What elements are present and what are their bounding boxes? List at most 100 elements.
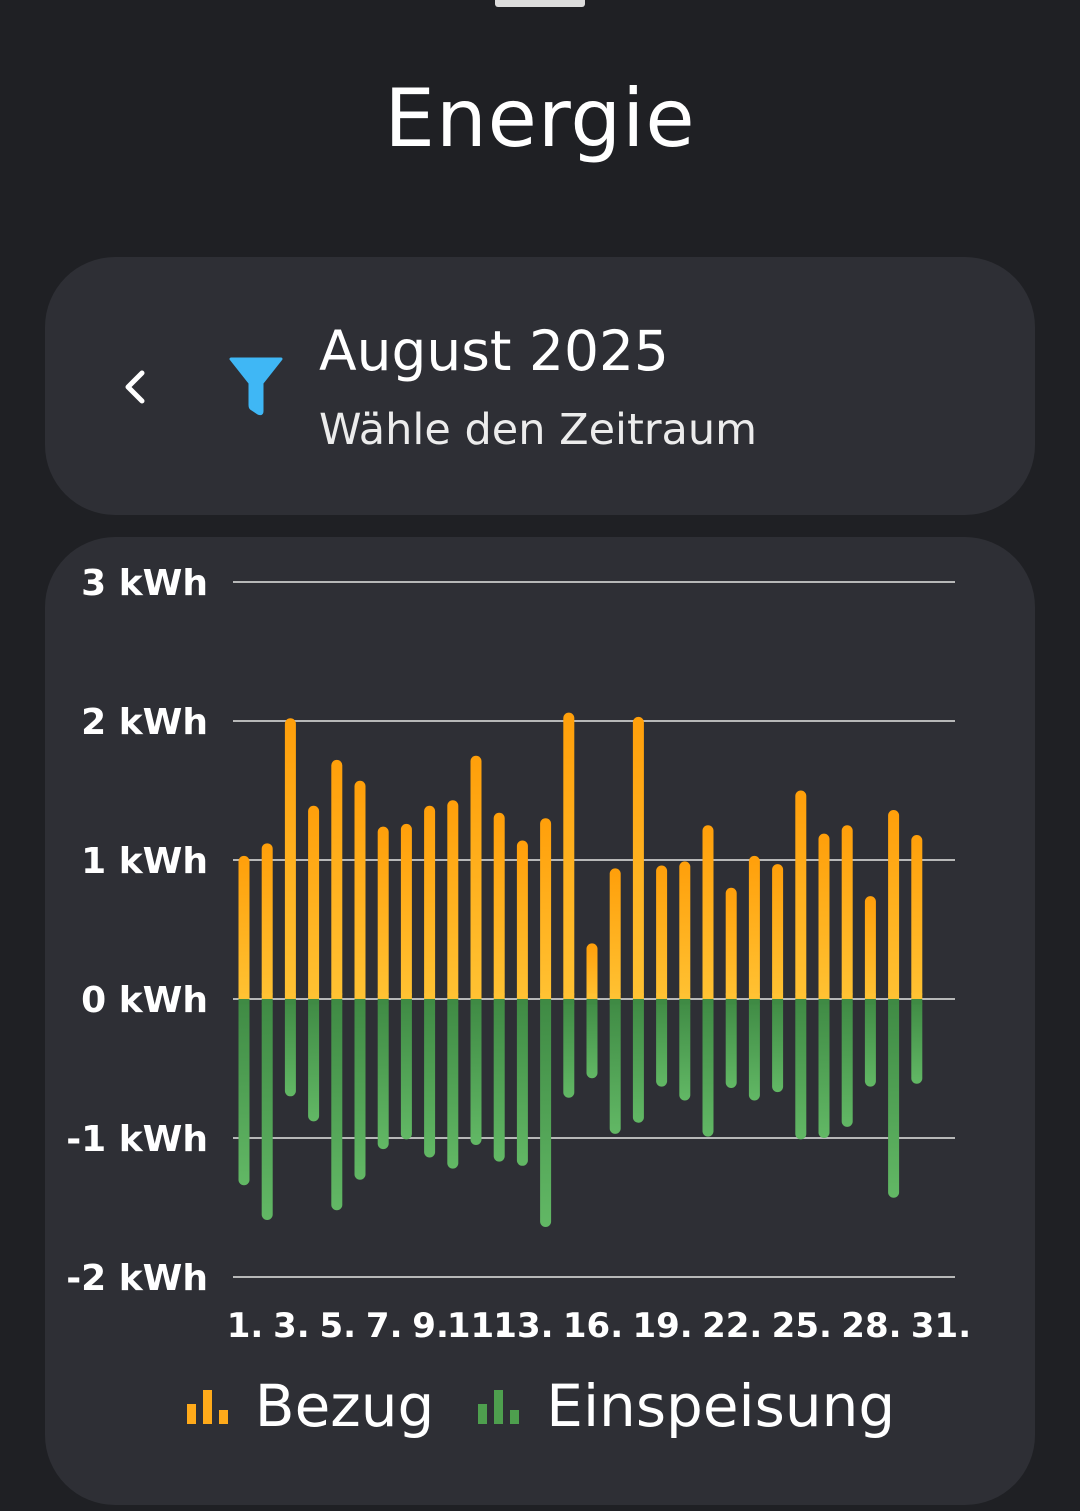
bar-bezug-base bbox=[679, 993, 691, 999]
bar-einspeisung bbox=[911, 999, 923, 1084]
filter-button[interactable] bbox=[228, 355, 284, 417]
bar-bezug-base bbox=[748, 993, 760, 999]
x-tick-label: 7. bbox=[366, 1306, 403, 1346]
bar-einspeisung-base bbox=[888, 999, 900, 1005]
bar-einspeisung bbox=[493, 999, 505, 1162]
bar-einspeisung-base bbox=[261, 999, 273, 1005]
bar-bezug-base bbox=[238, 993, 250, 999]
bar-bezug-base bbox=[864, 993, 876, 999]
bar-einspeisung bbox=[238, 999, 250, 1186]
page-title: Energie bbox=[384, 72, 696, 165]
x-tick-label: 16. bbox=[563, 1306, 623, 1346]
bar-bezug-base bbox=[493, 993, 505, 999]
bar-einspeisung-base bbox=[656, 999, 668, 1005]
bar-einspeisung bbox=[888, 999, 900, 1198]
bar-bezug bbox=[841, 825, 853, 999]
bar-bezug bbox=[470, 755, 482, 999]
energy-chart-card: 3 kWh 2 kWh 1 kWh 0 kWh -1 kWh -2 kWh 1. 3. 5. 7.… bbox=[45, 537, 1035, 1505]
period-title[interactable]: August 2025 bbox=[319, 319, 669, 383]
bar-bezug-base bbox=[308, 993, 320, 999]
bar-einspeisung-base bbox=[493, 999, 505, 1005]
bar-einspeisung bbox=[864, 999, 876, 1087]
x-tick-label: 22. bbox=[702, 1306, 762, 1346]
bar-bezug bbox=[447, 800, 459, 999]
bar-bezug-base bbox=[354, 993, 366, 999]
bar-bezug bbox=[911, 834, 923, 999]
bar-einspeisung bbox=[308, 999, 320, 1122]
chevron-left-icon bbox=[118, 367, 152, 407]
bar-bezug bbox=[609, 868, 621, 999]
y-tick-label: -2 kWh bbox=[66, 1258, 208, 1299]
x-tick-label: 25. bbox=[772, 1306, 832, 1346]
bar-bezug-base bbox=[261, 993, 273, 999]
bar-bezug bbox=[354, 780, 366, 999]
bar-bezug-base bbox=[470, 993, 482, 999]
bar-bezug bbox=[656, 865, 668, 999]
bar-bezug-base bbox=[516, 993, 528, 999]
chart-legend: Bezug Einspeisung bbox=[45, 1372, 1035, 1440]
bar-einspeisung bbox=[516, 999, 528, 1166]
bar-bezug bbox=[308, 805, 320, 999]
bar-einspeisung-base bbox=[284, 999, 296, 1005]
bar-bezug bbox=[725, 887, 737, 999]
legend-item-bezug[interactable]: Bezug bbox=[185, 1372, 434, 1440]
energy-bar-chart[interactable]: 3 kWh 2 kWh 1 kWh 0 kWh -1 kWh -2 kWh 1. 3. 5. 7.… bbox=[45, 537, 1035, 1357]
bar-einspeisung-base bbox=[586, 999, 598, 1005]
back-button[interactable] bbox=[115, 359, 155, 415]
bar-einspeisung-base bbox=[447, 999, 459, 1005]
bar-bezug bbox=[864, 896, 876, 999]
bar-einspeisung-base bbox=[331, 999, 343, 1005]
bar-bezug-base bbox=[818, 993, 830, 999]
bar-bezug-base bbox=[377, 993, 389, 999]
y-tick-label: 3 kWh bbox=[81, 563, 208, 604]
bar-einspeisung bbox=[795, 999, 807, 1140]
bar-einspeisung bbox=[772, 999, 784, 1093]
bar-einspeisung bbox=[748, 999, 760, 1101]
bar-einspeisung bbox=[470, 999, 482, 1145]
bar-bezug bbox=[702, 825, 714, 999]
bar-einspeisung-base bbox=[818, 999, 830, 1005]
bar-bezug bbox=[563, 712, 575, 999]
x-tick-label: 9. bbox=[412, 1306, 449, 1346]
bar-einspeisung bbox=[818, 999, 830, 1138]
legend-label-einspeisung: Einspeisung bbox=[546, 1372, 896, 1440]
bar-einspeisung bbox=[679, 999, 691, 1101]
bar-einspeisung-base bbox=[563, 999, 575, 1005]
bar-bezug bbox=[493, 812, 505, 999]
bar-bezug-base bbox=[632, 993, 644, 999]
legend-item-einspeisung[interactable]: Einspeisung bbox=[476, 1372, 895, 1440]
x-tick-label: 3. bbox=[273, 1306, 310, 1346]
bar-einspeisung bbox=[447, 999, 459, 1169]
x-tick-label: 5. bbox=[320, 1306, 357, 1346]
bar-einspeisung-base bbox=[308, 999, 320, 1005]
bar-chart-icon bbox=[476, 1386, 522, 1426]
bar-bezug-base bbox=[586, 993, 598, 999]
bar-einspeisung-base bbox=[772, 999, 784, 1005]
x-tick-label: 11. bbox=[447, 1306, 507, 1346]
bar-einspeisung bbox=[725, 999, 737, 1088]
bar-bezug-base bbox=[609, 993, 621, 999]
period-subtitle[interactable]: Wähle den Zeitraum bbox=[319, 405, 757, 455]
bar-einspeisung bbox=[331, 999, 343, 1211]
bar-bezug-base bbox=[795, 993, 807, 999]
bar-einspeisung-base bbox=[632, 999, 644, 1005]
bar-bezug-base bbox=[447, 993, 459, 999]
bar-bezug bbox=[748, 855, 760, 999]
bar-einspeisung-base bbox=[540, 999, 552, 1005]
y-tick-label: -1 kWh bbox=[66, 1119, 208, 1160]
bar-bezug-base bbox=[563, 993, 575, 999]
bar-einspeisung bbox=[284, 999, 296, 1097]
bar-einspeisung-base bbox=[470, 999, 482, 1005]
y-tick-label: 1 kWh bbox=[81, 841, 208, 882]
bar-einspeisung bbox=[702, 999, 714, 1137]
bar-bezug bbox=[888, 809, 900, 999]
drag-handle[interactable] bbox=[495, 0, 585, 7]
bar-einspeisung bbox=[656, 999, 668, 1087]
bar-bezug-base bbox=[331, 993, 343, 999]
bar-bezug-base bbox=[772, 993, 784, 999]
bar-einspeisung bbox=[540, 999, 552, 1227]
bar-einspeisung bbox=[563, 999, 575, 1098]
bar-einspeisung-base bbox=[679, 999, 691, 1005]
bar-einspeisung-base bbox=[424, 999, 436, 1005]
bar-einspeisung-base bbox=[911, 999, 923, 1005]
